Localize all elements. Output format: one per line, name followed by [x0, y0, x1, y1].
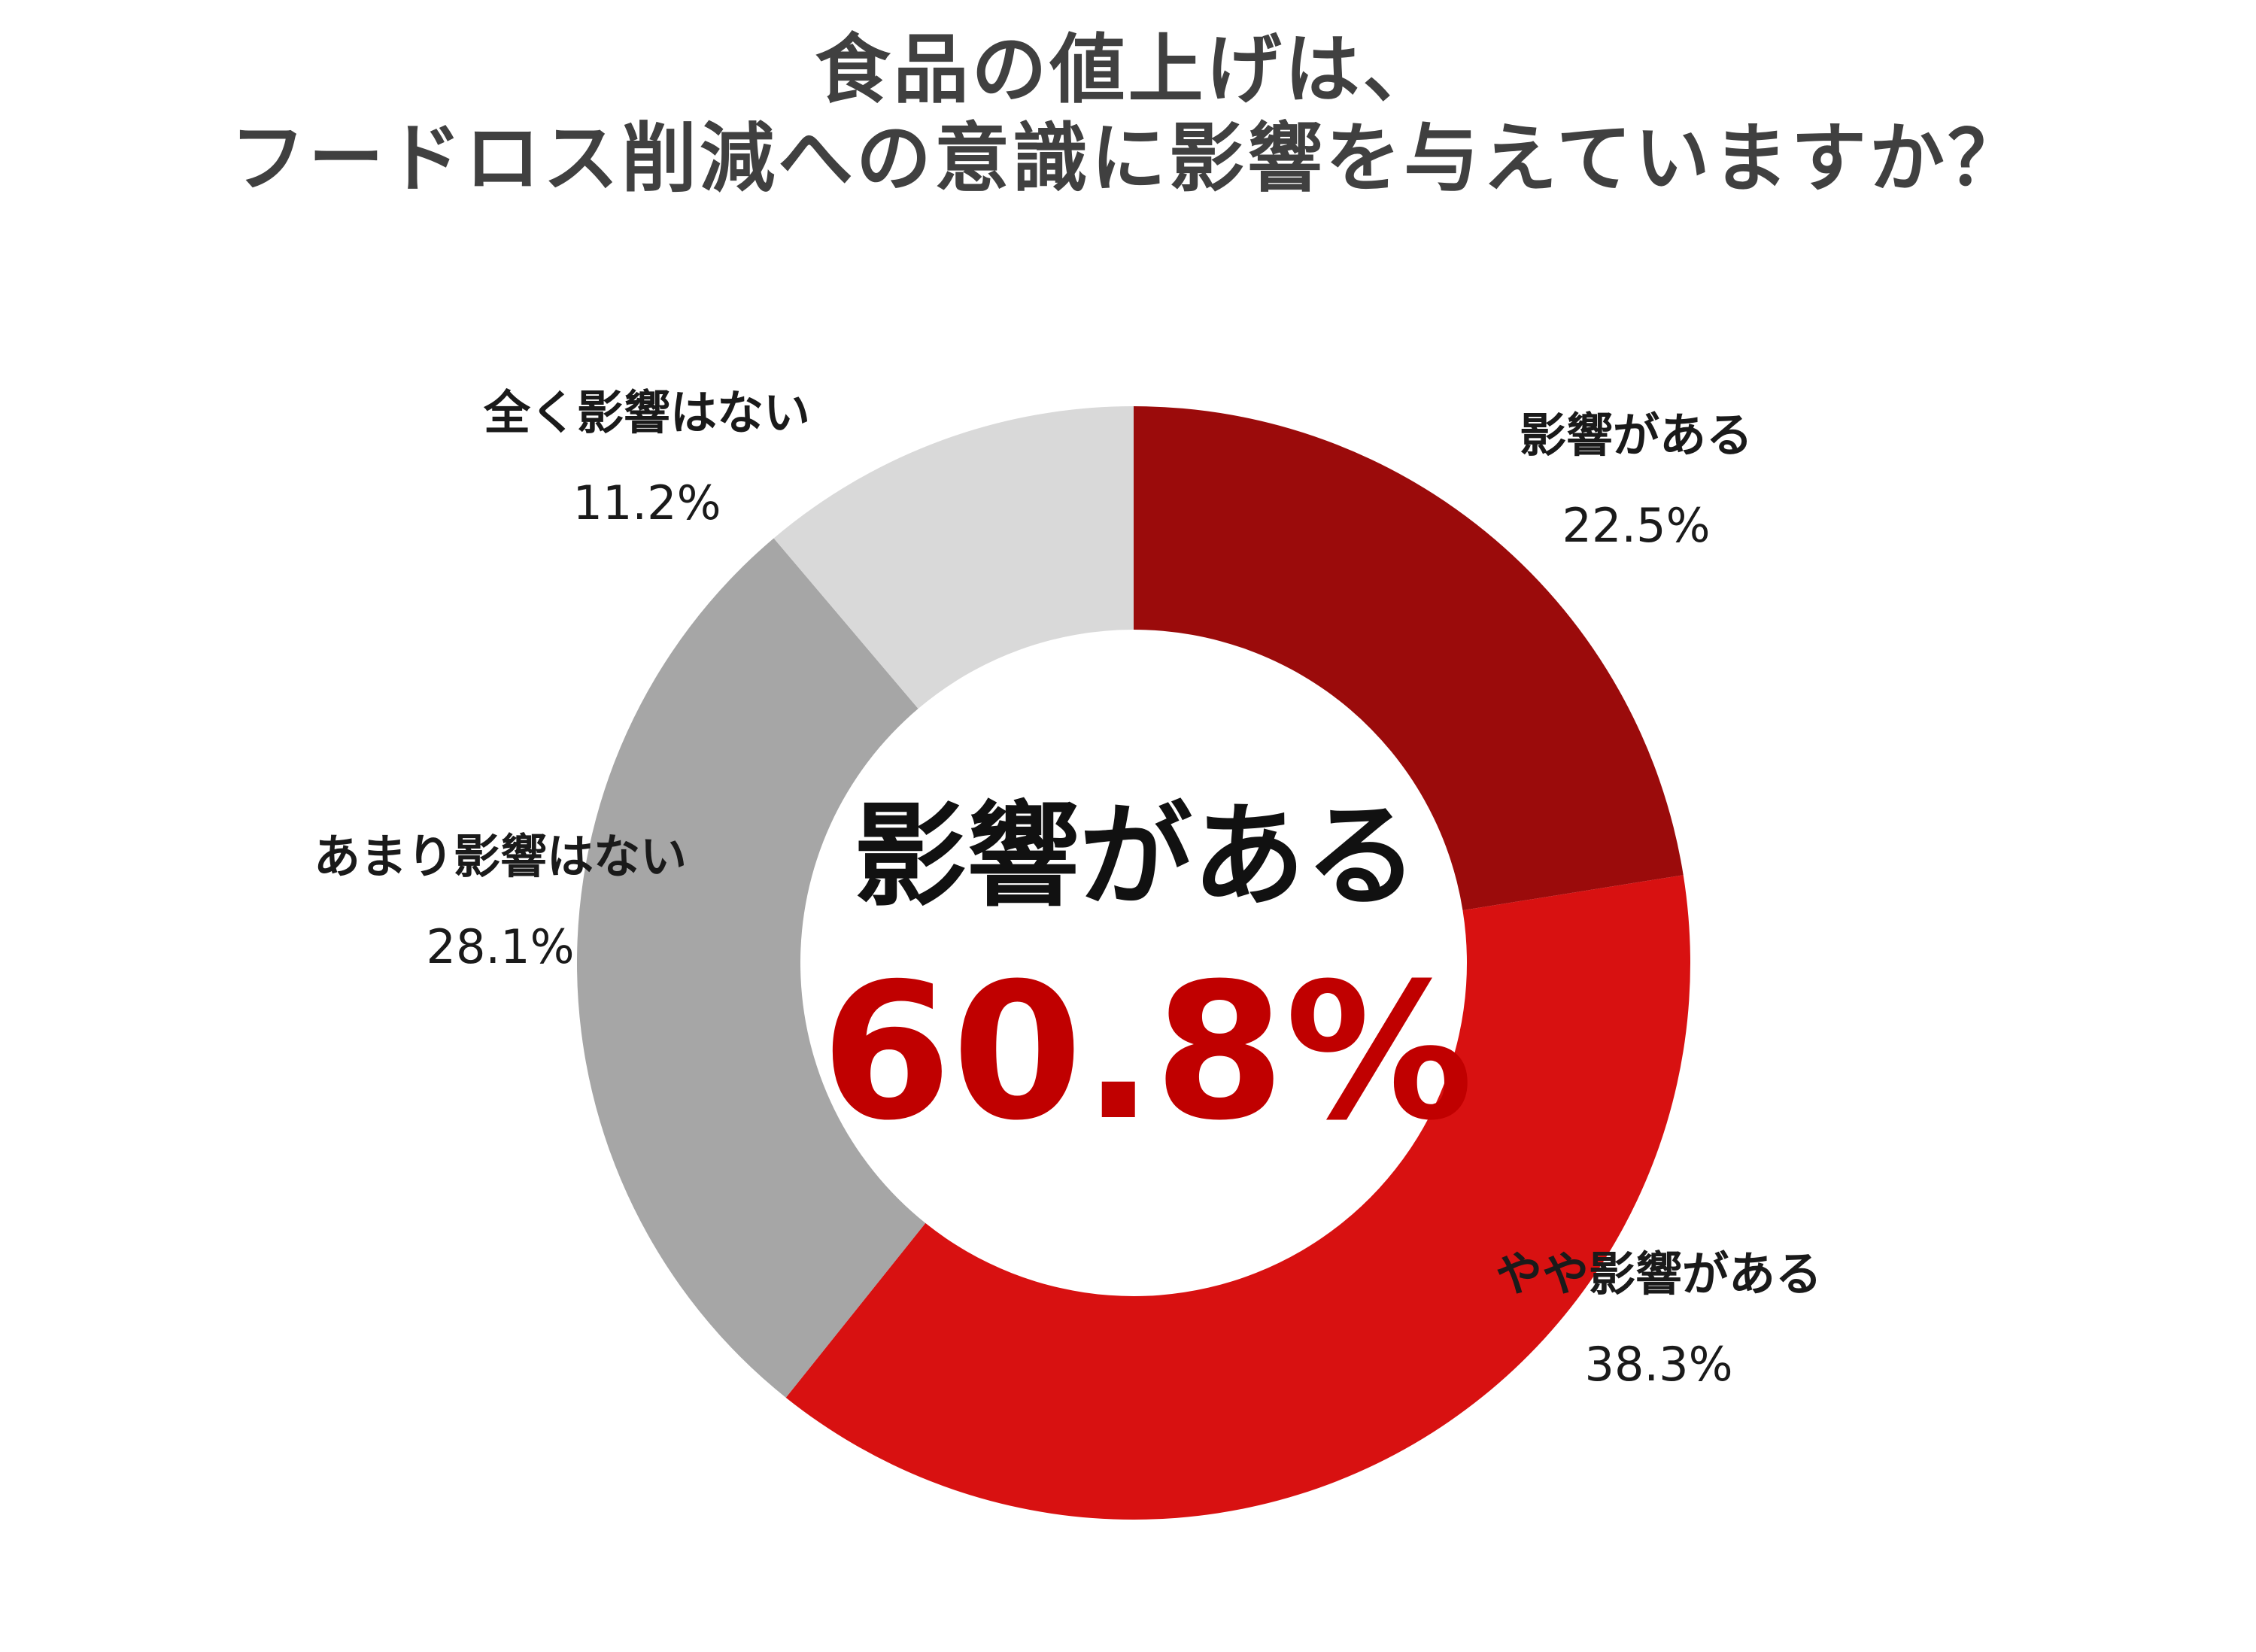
slice-influenced — [1134, 406, 1684, 911]
donut-slices — [576, 406, 1690, 1520]
slice-label-not-influenced: 全く影響はない — [483, 385, 810, 440]
slice-label-influenced: 影響がある — [1520, 408, 1753, 463]
slice-value-not-influenced: 11.2% — [573, 475, 721, 530]
slice-not-influenced — [773, 406, 1134, 709]
slice-somewhat-influenced — [785, 875, 1690, 1520]
chart-title: 食品の値上げは、 フードロス削減への意識に影響を与えていますか？ — [0, 26, 2256, 203]
center-label: 影響がある — [854, 791, 1418, 922]
slice-not-much-influenced — [576, 538, 926, 1398]
slice-value-influenced: 22.5% — [1562, 498, 1711, 553]
slice-label-not-much-influenced: あまり影響はない — [314, 829, 687, 884]
slice-labels: 影響がある 22.5% やや影響がある 38.3% あまり影響はない 28.1% 全く影響は… — [314, 385, 1822, 1392]
slice-label-somewhat-influenced: やや影響がある — [1495, 1247, 1822, 1301]
title-line-2: フードロス削減への意識に影響を与えていますか？ — [230, 114, 2026, 202]
slice-value-somewhat-influenced: 38.3% — [1585, 1337, 1733, 1392]
slice-value-not-much-influenced: 28.1% — [427, 919, 575, 974]
title-line-1: 食品の値上げは、 — [815, 26, 1441, 114]
center-value: 60.8% — [821, 943, 1473, 1162]
